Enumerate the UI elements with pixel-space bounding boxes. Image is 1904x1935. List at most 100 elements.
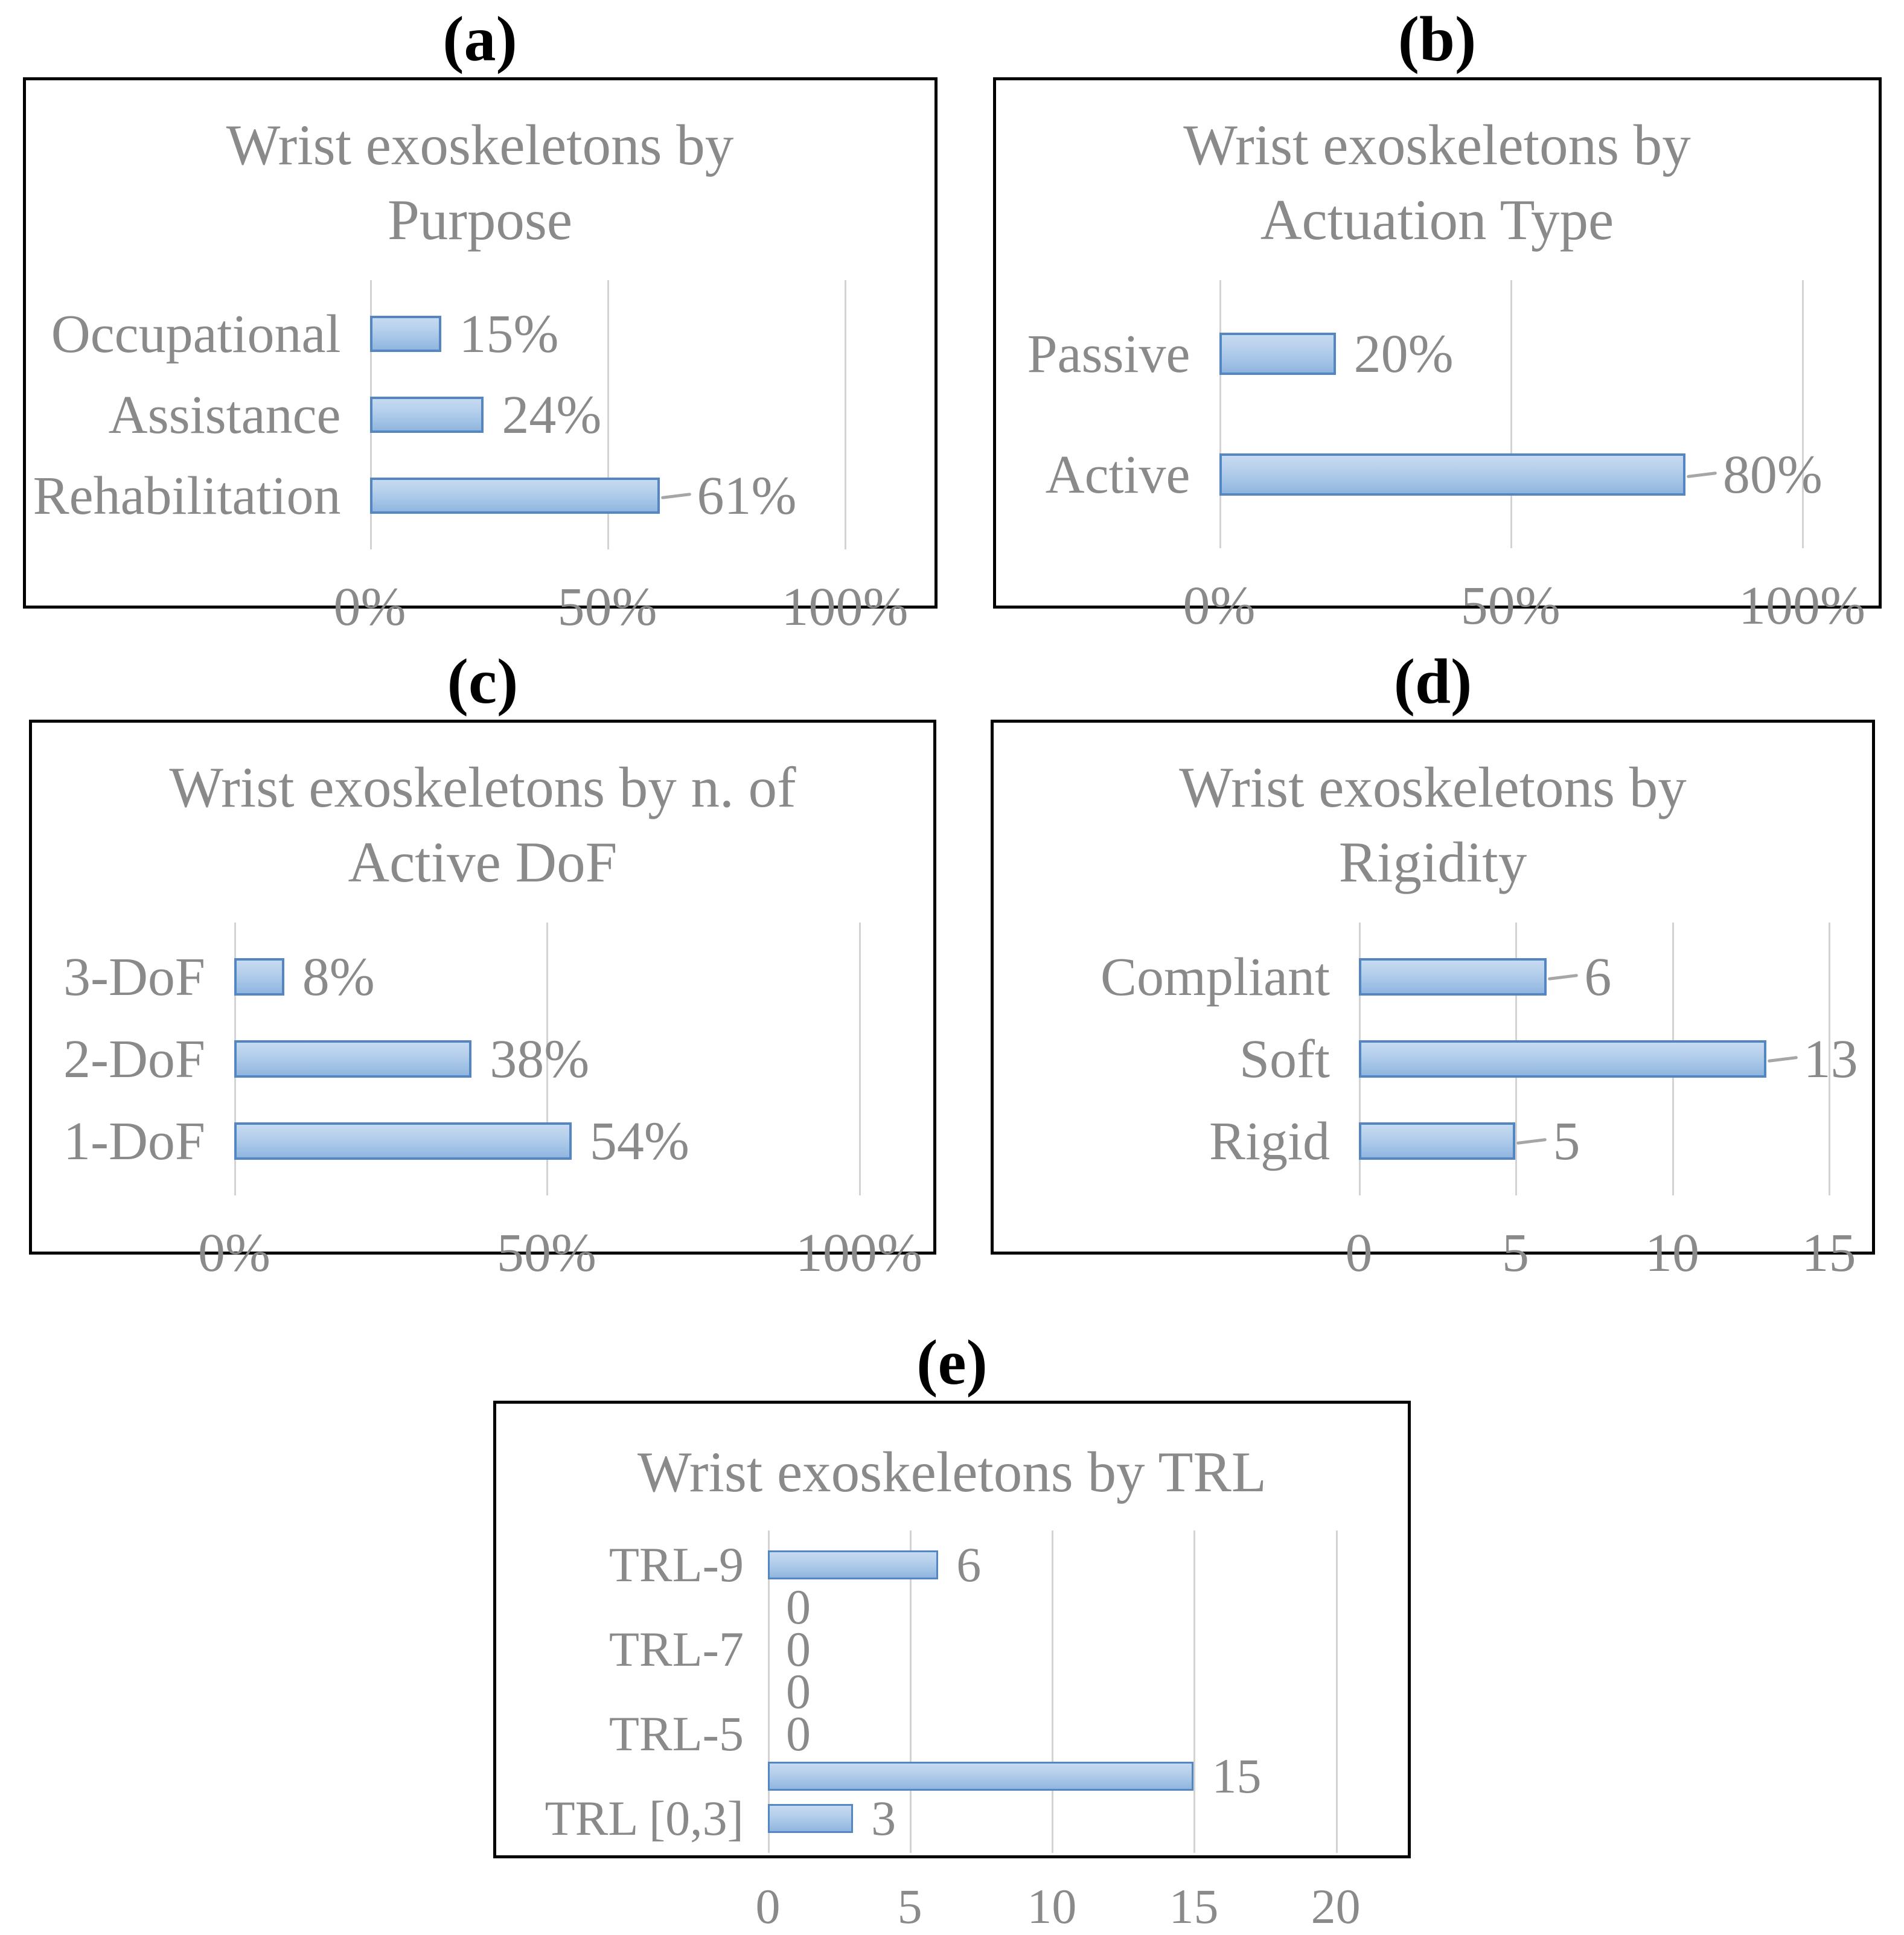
tick-label: 0% — [1183, 576, 1256, 636]
plot: 8% 38% 54% 0% 50% 100% — [198, 923, 922, 1296]
bar-row: 0 — [768, 1579, 1390, 1634]
category-label: TRL-7 — [609, 1621, 744, 1677]
value-label: 5 — [1553, 1111, 1580, 1171]
bar-row: 15 — [768, 1748, 1390, 1803]
bar-Active — [1219, 453, 1685, 496]
x-axis: 0% 50% 100% — [1183, 558, 1865, 648]
bar-row: 0 — [768, 1706, 1390, 1761]
figure-row-2: (c) Wrist exoskeletons by n. of Active D… — [29, 646, 1875, 1283]
chart-title: Wrist exoskeletons by TRL — [637, 1440, 1267, 1504]
gridline — [1335, 1530, 1338, 1853]
value-label-group: 0 — [786, 1579, 811, 1636]
category-axis: Occupational Assistance Rehabilitation — [33, 280, 370, 650]
category-axis: Compliant Soft Rigid — [1012, 923, 1359, 1296]
chart-body: Passive Active 20% 80% 0% 50% 100% — [1014, 280, 1865, 648]
category-label: Soft — [1239, 1029, 1330, 1089]
value-label-group: 6 — [1548, 946, 1611, 1008]
tick-label: 20 — [1311, 1878, 1361, 1934]
bar-row: 20% — [1219, 293, 1861, 414]
value-label: 3 — [871, 1790, 896, 1846]
bar-row: 38% — [234, 1018, 915, 1100]
tick-label: 50% — [557, 577, 657, 637]
tick-label: 5 — [1501, 1223, 1529, 1283]
gridline — [910, 1530, 912, 1853]
plot-area: 6 0 0 0 0 15 3 — [768, 1530, 1390, 1853]
plot: 20% 80% 0% 50% 100% — [1183, 280, 1865, 648]
bar-row: 80% — [1219, 414, 1861, 535]
bar-row: 15% — [369, 293, 916, 374]
y-axis-line — [1219, 280, 1221, 548]
bar-Soft — [1359, 1040, 1766, 1078]
gridline — [546, 923, 549, 1195]
chart-body: Compliant Soft Rigid 6 13 5 0 5 10 15 — [1012, 923, 1858, 1296]
bar-row: 0 — [768, 1664, 1390, 1719]
value-label: 6 — [956, 1537, 982, 1592]
value-label: 0 — [786, 1579, 811, 1634]
bar-TRL [0,3] — [768, 1803, 854, 1833]
figure: (a) Wrist exoskeletons by Purpose Occupa… — [22, 4, 1882, 1934]
chart-panel-actuation: Wrist exoskeletons by Actuation Type Pas… — [992, 77, 1882, 636]
tick-label: 100% — [781, 577, 909, 637]
bar-row: 8% — [234, 936, 915, 1018]
figure-block-c: (c) Wrist exoskeletons by n. of Active D… — [29, 646, 936, 1283]
plot: 15% 24% 61% 0% 50% 100% — [334, 280, 916, 650]
bar-Compliant — [1359, 958, 1547, 996]
bar-row: 24% — [369, 374, 916, 455]
gridline — [858, 923, 861, 1195]
panel-label-d: (d) — [1393, 646, 1472, 717]
tick-label: 0% — [333, 577, 406, 637]
value-label: 8% — [302, 947, 375, 1007]
panel-label-e: (e) — [916, 1327, 988, 1398]
figure-block-e: (e) Wrist exoskeletons by TRL TRL-9 TRL-7… — [493, 1327, 1411, 1934]
chart-panel-trl: Wrist exoskeletons by TRL TRL-9 TRL-7 TRL-… — [493, 1401, 1411, 1934]
bar-row: 13 — [1359, 1018, 1858, 1100]
value-label-group: 6 — [956, 1537, 981, 1593]
tick-label: 100% — [795, 1223, 922, 1283]
category-label: Compliant — [1101, 947, 1330, 1007]
bar-TRL-9 — [768, 1550, 939, 1579]
bar-row: 61% — [369, 455, 916, 536]
tick-label: 100% — [1738, 576, 1865, 636]
gridline — [1829, 923, 1831, 1195]
plot: 6 0 0 0 0 15 3 0 5 10 15 20 — [756, 1530, 1390, 1934]
category-label: TRL-9 — [609, 1537, 744, 1592]
value-label-group: 38% — [490, 1028, 589, 1090]
category-label: 3-DoF — [63, 947, 205, 1007]
tick-label: 10 — [1027, 1878, 1077, 1934]
category-label: Assistance — [108, 385, 341, 445]
bar-Passive — [1219, 333, 1336, 375]
chart-title: Wrist exoskeletons by n. of Active DoF — [169, 755, 796, 894]
value-label-group: 0 — [786, 1706, 811, 1762]
tick-label: 15 — [1801, 1223, 1856, 1283]
gridline — [1052, 1530, 1054, 1853]
category-label: TRL [0,3] — [545, 1790, 744, 1846]
bar-Rehabilitation — [369, 478, 660, 514]
value-label-group: 13 — [1767, 1028, 1858, 1090]
bar-2-DoF — [234, 1040, 472, 1078]
value-label: 38% — [490, 1029, 590, 1089]
figure-block-d: (d) Wrist exoskeletons by Rigidity Compl… — [991, 646, 1875, 1283]
leader-line — [660, 492, 691, 499]
value-label: 61% — [697, 465, 797, 526]
plot-area: 20% 80% — [1219, 280, 1861, 548]
x-axis: 0% 50% 100% — [334, 559, 916, 650]
value-label-group: 3 — [871, 1790, 896, 1847]
figure-block-b: (b) Wrist exoskeletons by Actuation Type… — [992, 4, 1882, 636]
value-label-group: 0 — [786, 1621, 811, 1678]
plot: 6 13 5 0 5 10 15 — [1346, 923, 1858, 1296]
value-label: 0 — [786, 1621, 811, 1677]
figure-block-a: (a) Wrist exoskeletons by Purpose Occupa… — [22, 4, 938, 637]
plot-area: 15% 24% 61% — [369, 280, 916, 549]
category-label: 1-DoF — [63, 1111, 205, 1171]
chart-title: Wrist exoskeletons by Actuation Type — [1183, 113, 1691, 252]
value-label: 20% — [1353, 324, 1454, 384]
category-label: TRL-5 — [609, 1706, 744, 1761]
leader-line — [1767, 1055, 1798, 1063]
plot-area: 8% 38% 54% — [234, 923, 915, 1195]
figure-row-1: (a) Wrist exoskeletons by Purpose Occupa… — [22, 4, 1882, 637]
bar-row: 5 — [1359, 1100, 1854, 1182]
chart-body: 3-DoF 2-DoF 1-DoF 8% 38% 54% 0% 50% 100% — [50, 923, 922, 1296]
tick-label: 15 — [1169, 1878, 1219, 1934]
gridline — [1801, 280, 1804, 548]
chart-panel-active-dof: Wrist exoskeletons by n. of Active DoF 3… — [29, 720, 936, 1283]
